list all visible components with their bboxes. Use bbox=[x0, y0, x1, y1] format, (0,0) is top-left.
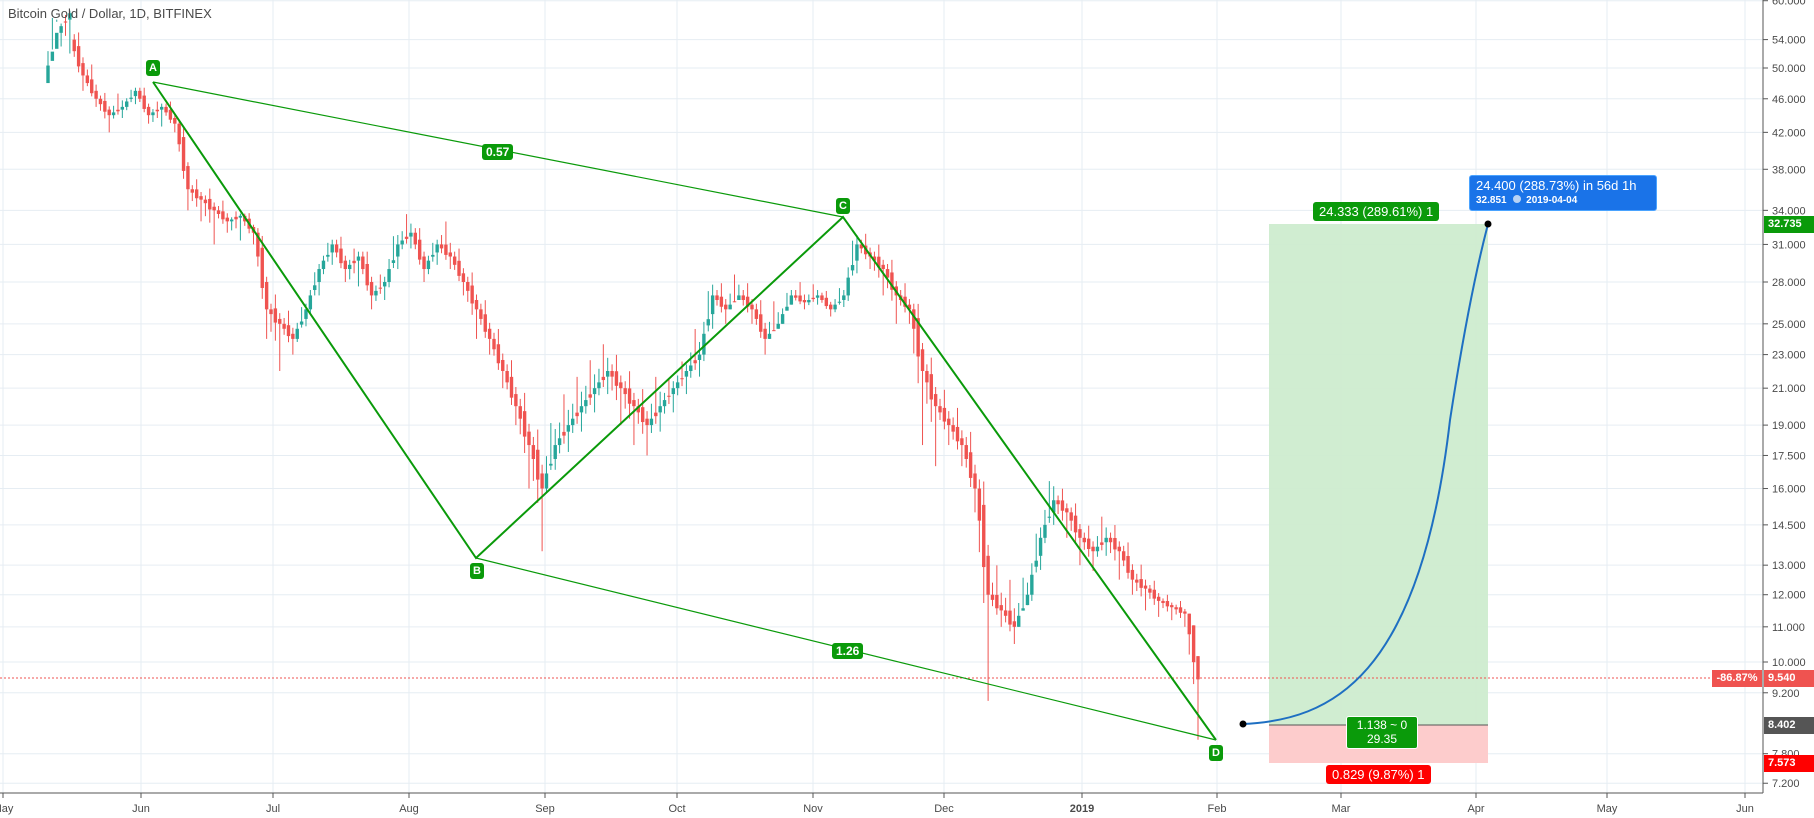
price-tick-label: 23.000 bbox=[1772, 350, 1806, 362]
time-tick-label: Feb bbox=[1208, 803, 1227, 815]
time-tick-label: Oct bbox=[668, 803, 685, 815]
projection-label-main: 24.400 (288.73%) in 56d 1h bbox=[1476, 178, 1637, 193]
projection-start-dot[interactable] bbox=[1239, 720, 1247, 728]
pattern-point-a[interactable]: A bbox=[146, 60, 160, 76]
time-tick-label: Jul bbox=[266, 803, 280, 815]
time-tick-label: May bbox=[1597, 803, 1618, 815]
price-tick-label: 21.000 bbox=[1772, 383, 1806, 395]
target-price-badge: 32.735 bbox=[1764, 216, 1814, 233]
price-tick-label: 31.000 bbox=[1772, 239, 1806, 251]
projection-date: 2019-04-04 bbox=[1526, 195, 1578, 206]
last-change-badge: -86.87% bbox=[1712, 670, 1762, 687]
stop-label[interactable]: 0.829 (9.87%) 1 bbox=[1326, 765, 1431, 784]
risk-reward-line2: 29.35 bbox=[1366, 732, 1398, 746]
time-tick-label: Mar bbox=[1332, 803, 1351, 815]
projection-curve[interactable] bbox=[1242, 223, 1489, 725]
entry-price-badge: 8.402 bbox=[1764, 717, 1814, 734]
xabcd-pattern[interactable] bbox=[152, 81, 1217, 741]
time-tick-label: May bbox=[0, 803, 14, 815]
pattern-point-b[interactable]: B bbox=[470, 563, 484, 579]
time-tick-label: 2019 bbox=[1070, 803, 1094, 815]
risk-reward-line1: 1.138 ~ 0 bbox=[1356, 718, 1408, 732]
price-tick-label: 12.000 bbox=[1772, 590, 1806, 602]
grid bbox=[0, 0, 1763, 793]
price-tick-label: 9.200 bbox=[1772, 688, 1800, 700]
ratio-label-bd[interactable]: 1.26 bbox=[832, 643, 864, 659]
price-tick-label: 50.000 bbox=[1772, 63, 1806, 75]
time-tick-label: Sep bbox=[535, 803, 555, 815]
projection-label-sub: 32.851 2019-04-04 bbox=[1476, 194, 1656, 207]
time-tick-label: Nov bbox=[803, 803, 823, 815]
price-tick-label: 25.000 bbox=[1772, 319, 1806, 331]
time-tick-label: Aug bbox=[399, 803, 419, 815]
price-tick-label: 14.500 bbox=[1772, 520, 1806, 532]
pattern-point-c[interactable]: C bbox=[836, 198, 850, 214]
price-axis[interactable]: 60.000 54.000 50.000 46.000 42.000 38.000 34.0… bbox=[1763, 0, 1806, 790]
projection-price: 32.851 bbox=[1476, 195, 1507, 206]
stop-price-badge: 7.573 bbox=[1764, 755, 1814, 772]
risk-reward-label[interactable]: 1.138 ~ 0 29.35 bbox=[1346, 716, 1418, 749]
price-tick-label: 28.000 bbox=[1772, 277, 1806, 289]
price-tick-label: 17.500 bbox=[1772, 450, 1806, 462]
time-tick-label: Apr bbox=[1467, 803, 1484, 815]
price-tick-label: 46.000 bbox=[1772, 94, 1806, 106]
clock-icon bbox=[1513, 195, 1522, 203]
price-tick-label: 11.000 bbox=[1772, 622, 1805, 634]
price-tick-label: 19.000 bbox=[1772, 420, 1806, 432]
target-zone[interactable] bbox=[1269, 224, 1488, 725]
pattern-point-d[interactable]: D bbox=[1209, 745, 1223, 761]
price-tick-label: 34.000 bbox=[1772, 205, 1806, 217]
price-tick-label: 16.000 bbox=[1772, 484, 1806, 496]
price-tick-label: 10.000 bbox=[1772, 657, 1806, 669]
price-tick-label: 7.200 bbox=[1772, 778, 1800, 790]
time-tick-label: Jun bbox=[132, 803, 150, 815]
time-axis[interactable]: May Jun Jul Aug Sep Oct Nov Dec 2019 Feb Mar Apr May… bbox=[0, 793, 1754, 815]
last-price-badge: 9.540 bbox=[1764, 670, 1814, 687]
target-label[interactable]: 24.333 (289.61%) 1 bbox=[1313, 202, 1440, 221]
candlesticks bbox=[46, 10, 1200, 740]
ratio-label-ac[interactable]: 0.57 bbox=[482, 144, 514, 160]
price-tick-label: 54.000 bbox=[1772, 35, 1806, 47]
price-tick-label: 42.000 bbox=[1772, 127, 1806, 139]
projection-end-dot[interactable] bbox=[1484, 220, 1492, 228]
projection-label[interactable]: 24.400 (288.73%) in 56d 1h 32.851 2019-0… bbox=[1469, 175, 1657, 211]
price-tick-label: 38.000 bbox=[1772, 164, 1806, 176]
time-tick-label: Jun bbox=[1736, 803, 1754, 815]
price-tick-label: 13.000 bbox=[1772, 560, 1806, 572]
price-tick-label: 60.000 bbox=[1772, 0, 1806, 8]
time-tick-label: Dec bbox=[934, 803, 954, 815]
chart-title: Bitcoin Gold / Dollar, 1D, BITFINEX bbox=[8, 6, 212, 21]
